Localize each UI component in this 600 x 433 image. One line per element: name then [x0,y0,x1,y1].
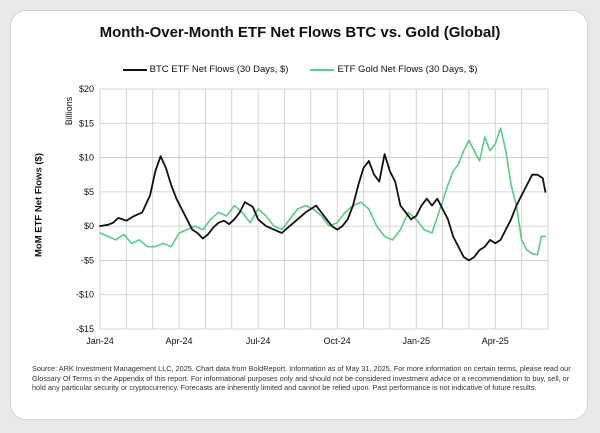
y-tick-label: $0 [84,221,94,231]
y-tick-label: $10 [79,153,94,163]
chart-title: Month-Over-Month ETF Net Flows BTC vs. G… [99,24,501,41]
x-tick-label: Jan-24 [86,336,114,346]
legend-swatch-btc [122,68,147,71]
legend-swatch-gold [310,68,335,71]
chart-legend: BTC ETF Net Flows (30 Days, $) ETF Gold … [0,64,600,75]
source-footnote: Source: ARK Investment Management LLC, 2… [32,364,571,392]
y-tick-label: $15 [79,118,94,128]
x-tick-label: Jan-25 [402,336,430,346]
series-lines [99,127,547,262]
series-line-gold [99,127,547,256]
x-tick-label: Oct-24 [324,336,351,346]
y-tick-label: $5 [84,187,94,197]
legend-item-btc: BTC ETF Net Flows (30 Days, $) [122,64,289,75]
series-line-btc [99,153,547,262]
y-tick-labels: $20 $15 $10 $5 $0 -$5 -$10 -$15 [76,84,94,334]
x-tick-labels: Jan-24 Apr-24 Jul-24 Oct-24 Jan-25 Apr-25 [86,336,509,346]
x-tick-label: Jul-24 [246,336,271,346]
grid-lines [99,88,549,330]
x-tick-label: Apr-24 [166,336,193,346]
y-tick-label: $20 [79,84,94,94]
y-tick-label: -$10 [76,290,94,300]
chart-card [10,10,588,420]
legend-label-btc: BTC ETF Net Flows (30 Days, $) [149,64,289,75]
legend-item-gold: ETF Gold Net Flows (30 Days, $) [310,64,477,75]
y-tick-label: -$15 [76,324,94,334]
y-tick-label: -$5 [81,255,94,265]
x-tick-label: Apr-25 [482,336,509,346]
legend-label-gold: ETF Gold Net Flows (30 Days, $) [337,64,478,75]
